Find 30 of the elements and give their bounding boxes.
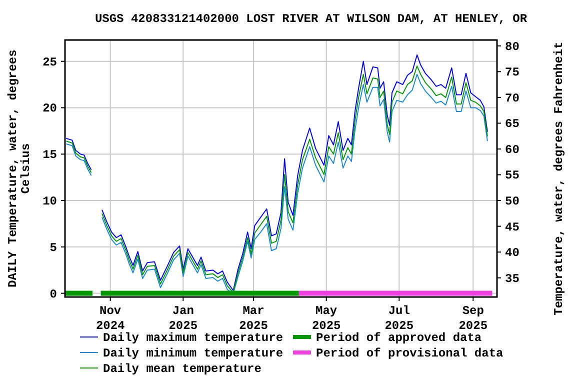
y2-tick-label: 60 [505,142,520,157]
y2-tick-label: 75 [505,66,520,80]
y2-tick-label: 80 [505,40,520,54]
legend-label: Daily mean temperature [103,362,262,376]
y-tick-label: 15 [42,148,57,162]
legend-label: Period of approved data [316,331,482,345]
y2-tick-label: 35 [505,272,520,286]
x-tick-label: Sep 2025 [458,304,488,333]
y2-tick-label: 70 [505,91,520,106]
x-tick-label: Jul 2025 [384,304,414,333]
x-tick-label: May 2025 [312,304,341,333]
y2-axis-title: Temperature, water, degrees Fahrenheit [552,42,566,316]
y2-tick-label: 40 [505,246,520,260]
y-axis-title: DAILY Temperature, water, degrees Celsius [6,50,33,288]
legend-label: Daily minimum temperature [103,346,284,360]
y2-tick-label: 45 [505,220,520,234]
y-tick-label: 10 [42,194,57,209]
y-tick-label: 20 [42,102,57,116]
y2-tick-label: 65 [505,117,520,132]
x-tick-label: Jan 2025 [168,304,198,333]
y2-tick-label: 50 [505,194,520,209]
legend-label: Daily maximum temperature [103,331,284,345]
x-tick-label: Nov 2024 [96,304,125,333]
y-tick-label: 25 [42,55,57,70]
y-tick-label: 5 [50,240,57,255]
legend-label: Period of provisional data [316,346,504,360]
chart-title: USGS 420833121402000 LOST RIVER AT WILSON DAM, AT HENLEY, OR [94,12,528,26]
y-tick-label: 0 [50,287,57,302]
y2-tick-label: 55 [505,168,520,183]
x-tick-label: Mar 2025 [239,304,268,333]
